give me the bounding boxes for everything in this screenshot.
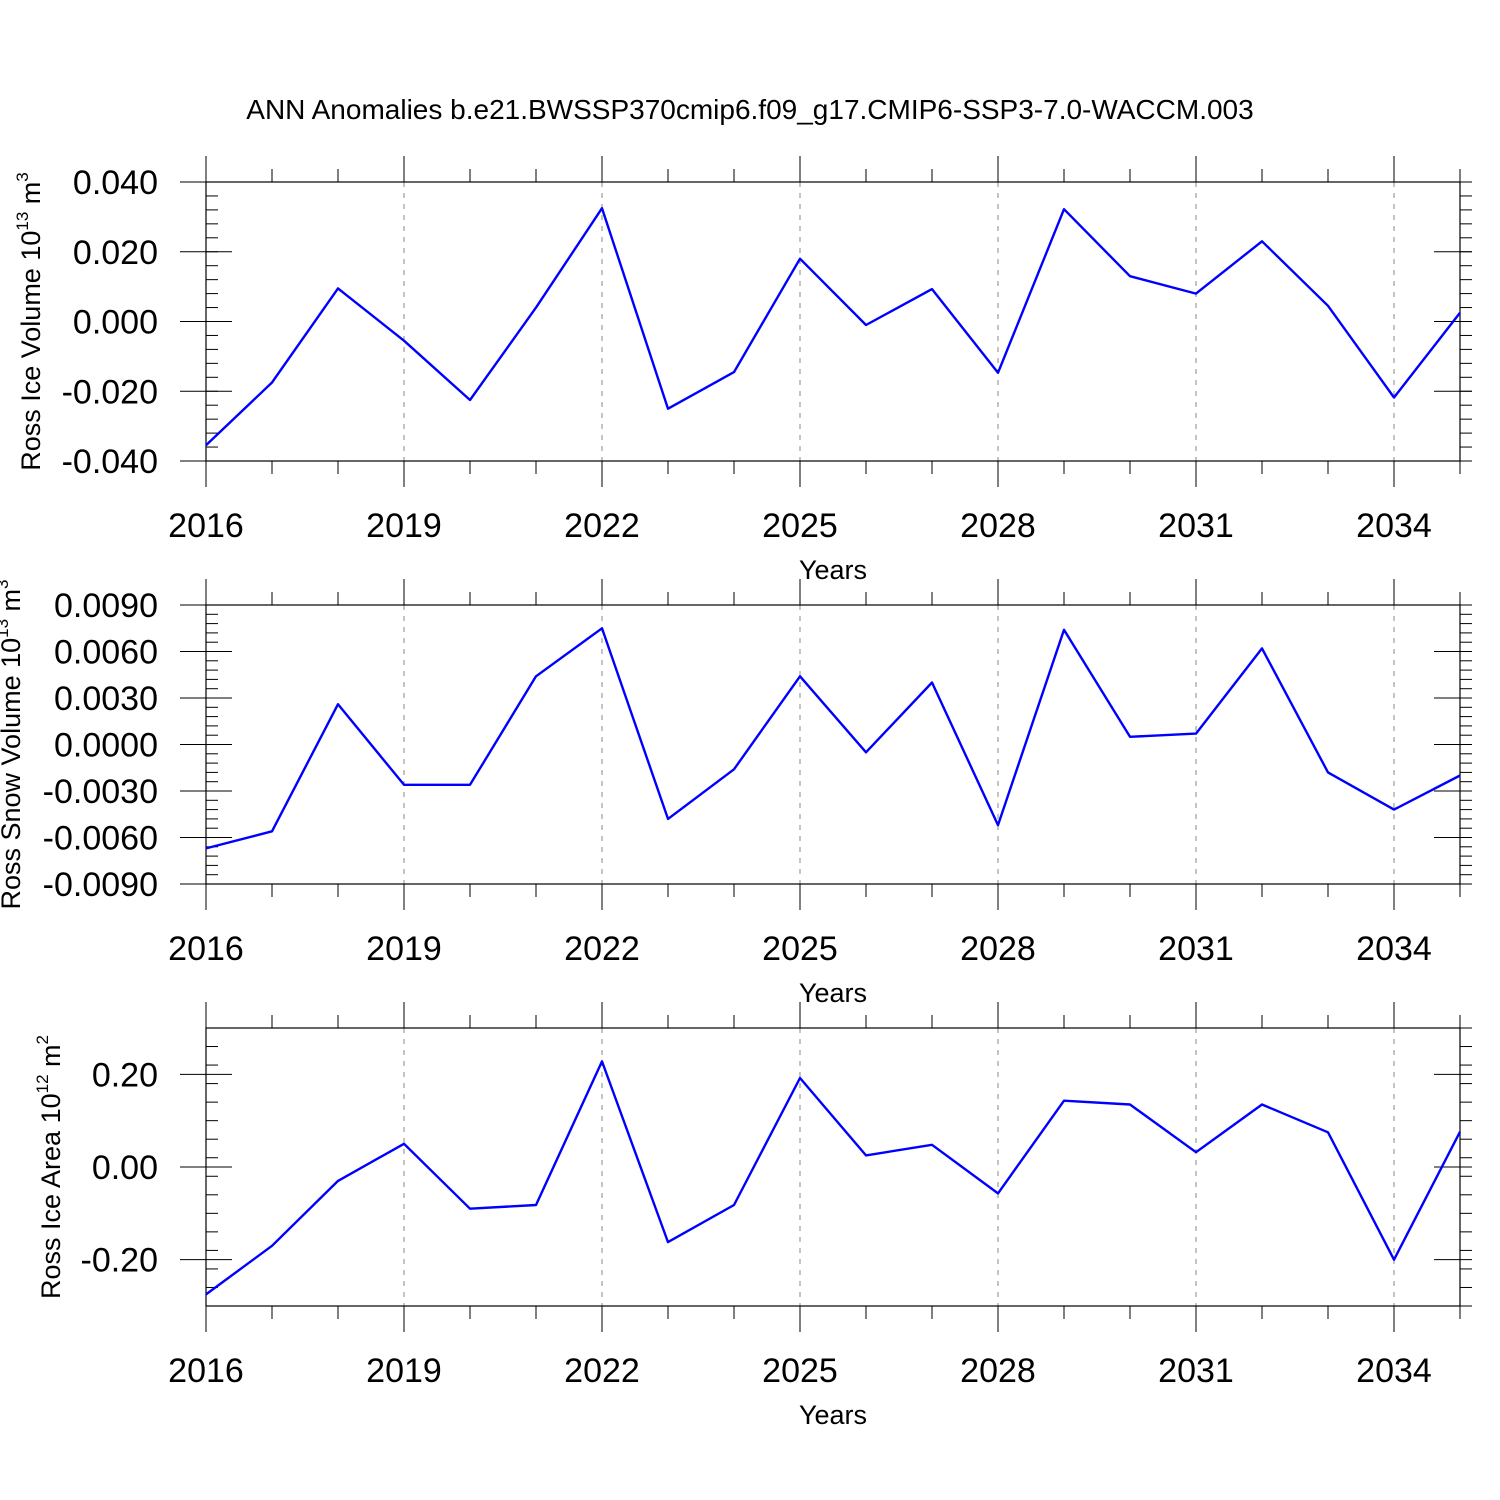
y-tick-label: -0.0060 — [43, 820, 158, 858]
y-axis-label: Ross Ice Volume 1013 m3 — [13, 172, 46, 471]
y-axis-label-part: m — [0, 589, 26, 619]
x-tick-label: 2034 — [1356, 930, 1432, 968]
y-tick-label: -0.0030 — [43, 773, 158, 811]
y-tick-label: 0.20 — [92, 1056, 158, 1094]
x-tick-label: 2034 — [1356, 507, 1432, 545]
chart-panel-1: 0.040 0.020 0.000 -0.020 -0.040 2016 2019 2022 2… — [13, 156, 1472, 585]
x-tick-label: 2031 — [1158, 930, 1234, 968]
y-axis-label-part: m — [36, 1044, 66, 1074]
figure-title: ANN Anomalies b.e21.BWSSP370cmip6.f09_g1… — [246, 94, 1253, 125]
x-tick-label: 2028 — [960, 1352, 1036, 1390]
y-axis-label-part: 3 — [0, 579, 12, 588]
x-tick-label: 2019 — [366, 1352, 442, 1390]
y-axis-label-part: 13 — [13, 212, 32, 231]
x-tick-label: 2025 — [762, 1352, 838, 1390]
x-tick-label: 2028 — [960, 507, 1036, 545]
x-tick-label: 2031 — [1158, 507, 1234, 545]
series-line — [205, 627, 1461, 850]
x-tick-label: 2016 — [168, 930, 244, 968]
y-tick-label: 0.0090 — [54, 587, 158, 625]
x-tick-label: 2028 — [960, 930, 1036, 968]
y-axis-label-part: 13 — [0, 619, 12, 638]
y-axis-label: Ross Ice Area 1012 m2 — [33, 1035, 66, 1299]
y-tick-label: -0.020 — [62, 373, 158, 411]
y-axis-label-part: Ross Ice Area 10 — [36, 1093, 66, 1299]
plot-frame — [205, 1027, 1461, 1307]
x-tick-label: 2016 — [168, 507, 244, 545]
x-axis-label: Years — [799, 1400, 867, 1430]
y-axis-label-part: Ross Snow Volume 10 — [0, 638, 26, 910]
plot-frame — [205, 181, 1461, 462]
x-tick-label: 2034 — [1356, 1352, 1432, 1390]
x-tick-label: 2022 — [564, 507, 640, 545]
y-tick-label: 0.0000 — [54, 727, 158, 765]
x-tick-label: 2031 — [1158, 1352, 1234, 1390]
y-axis-label-part: 2 — [33, 1035, 52, 1044]
y-tick-label: 0.0060 — [54, 634, 158, 672]
plot-frame — [205, 604, 1461, 885]
x-axis-label: Years — [799, 978, 867, 1008]
y-axis-label-part: 3 — [13, 172, 32, 181]
y-tick-label: -0.0090 — [43, 866, 158, 904]
chart-panel-3: 0.20 0.00 -0.20 2016 2019 2022 2025 2028 2031 203… — [33, 1002, 1472, 1430]
x-tick-label: 2016 — [168, 1352, 244, 1390]
series-line — [205, 1060, 1462, 1296]
y-tick-label: -0.20 — [81, 1242, 159, 1280]
y-axis-label-part: 12 — [33, 1074, 52, 1093]
y-tick-label: 0.020 — [73, 234, 158, 272]
chart-panel-2: 0.0090 0.0060 0.0030 0.0000 -0.0030 -0.0060 -0… — [0, 579, 1472, 1008]
series-line — [205, 206, 1461, 447]
y-tick-label: 0.000 — [73, 304, 158, 342]
y-tick-label: -0.040 — [62, 443, 158, 481]
x-tick-label: 2019 — [366, 930, 442, 968]
x-tick-label: 2022 — [564, 930, 640, 968]
y-tick-label: 0.040 — [73, 164, 158, 202]
x-tick-label: 2022 — [564, 1352, 640, 1390]
y-axis-label: Ross Snow Volume 1013 m3 — [0, 579, 26, 909]
x-tick-label: 2025 — [762, 930, 838, 968]
y-tick-label: 0.00 — [92, 1149, 158, 1187]
x-axis-label: Years — [799, 555, 867, 585]
panels: 0.040 0.020 0.000 -0.020 -0.040 2016 2019 2022 2… — [0, 156, 1472, 1430]
x-tick-label: 2025 — [762, 507, 838, 545]
y-tick-label: 0.0030 — [54, 680, 158, 718]
y-axis-label-part: m — [16, 182, 46, 212]
y-axis-label-part: Ross Ice Volume 10 — [16, 231, 46, 471]
x-tick-label: 2019 — [366, 507, 442, 545]
